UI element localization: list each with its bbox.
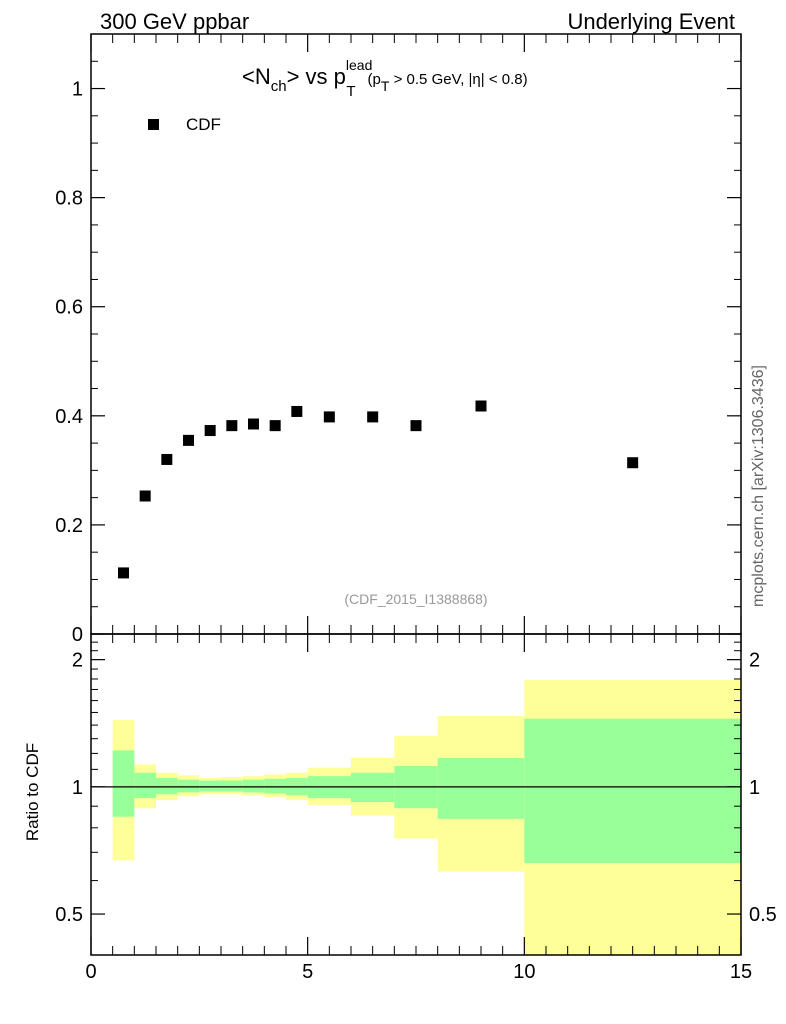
ratio-y-tick-label: 1 [72, 777, 83, 799]
cdf-data-point [183, 434, 194, 446]
main-panel: 0 0.2 0.4 0.6 0.8 1 <Nch> vs plead T(pT > 0.5 … [55, 33, 742, 646]
ratio-panel: 0.5 0.5 1 1 2 2 0 5 10 15 Ratio to CDF [23, 633, 777, 983]
cdf-data-point [248, 418, 259, 430]
ratio-y-tick-label: 2 [72, 650, 83, 672]
ratio-inner-band [134, 772, 156, 799]
cdf-data-point [323, 411, 335, 423]
cdf-data-points [118, 400, 639, 579]
ratio-inner-band [437, 758, 525, 819]
main-y-ticks: 0 0.2 0.4 0.6 0.8 1 [55, 33, 741, 646]
ratio-inner-band [242, 779, 265, 793]
cdf-data-point [291, 405, 303, 417]
main-y-tick-label: 0.4 [55, 406, 83, 428]
plot-title: <Nch> vs plead T(pT > 0.5 GeV, |η| < 0.8) [242, 57, 528, 100]
ratio-y-tick-label-right: 0.5 [749, 904, 777, 926]
header-left: 300 GeV ppbar [100, 9, 249, 34]
ratio-inner-band [112, 750, 135, 817]
cdf-data-point [139, 490, 151, 502]
legend-marker [148, 119, 159, 130]
legend-label: CDF [186, 115, 221, 134]
ratio-inner-band [199, 780, 221, 792]
main-y-tick-label: 0.6 [55, 297, 83, 319]
ratio-y-tick-label-right: 2 [749, 650, 760, 672]
cdf-data-point [204, 425, 216, 437]
ratio-inner-band [221, 780, 243, 792]
main-y-tick-label: 0.8 [55, 188, 83, 210]
main-y-tick-label: 0.2 [55, 515, 83, 537]
cdf-data-point [627, 457, 639, 469]
header-right: Underlying Event [567, 9, 735, 34]
main-y-tick-label: 0 [72, 624, 83, 646]
cdf-data-point [118, 567, 129, 579]
main-x-ticks [90, 34, 742, 634]
main-y-tick-label: 1 [72, 79, 83, 101]
ratio-inner-band [156, 777, 178, 795]
cdf-data-point [367, 411, 379, 423]
ratio-inner-band [524, 718, 741, 864]
cdf-data-point [161, 453, 173, 465]
ratio-y-tick-label-right: 1 [749, 777, 760, 799]
cdf-data-point [410, 420, 422, 432]
ratio-y-axis-label: Ratio to CDF [23, 743, 42, 841]
cdf-data-point [475, 400, 487, 412]
ratio-inner-band [177, 779, 200, 793]
ratio-x-tick-label: 0 [85, 961, 96, 983]
ratio-y-tick-label: 0.5 [55, 904, 83, 926]
ratio-uncertainty-bands [112, 680, 741, 955]
ratio-x-tick-label: 10 [513, 961, 535, 983]
ratio-x-tick-label: 5 [302, 961, 313, 983]
cdf-data-point [226, 420, 238, 432]
ratio-x-ticks: 0 5 10 15 [85, 634, 752, 983]
analysis-reference: (CDF_2015_I1388868) [344, 591, 487, 607]
ratio-inner-band [264, 778, 286, 794]
cdf-data-point [269, 420, 281, 432]
ratio-x-tick-label: 15 [730, 961, 752, 983]
side-watermark: mcplots.cern.ch [arXiv:1306.3436] [750, 365, 767, 607]
ratio-y-ticks: 0.5 0.5 1 1 2 2 [55, 641, 777, 956]
